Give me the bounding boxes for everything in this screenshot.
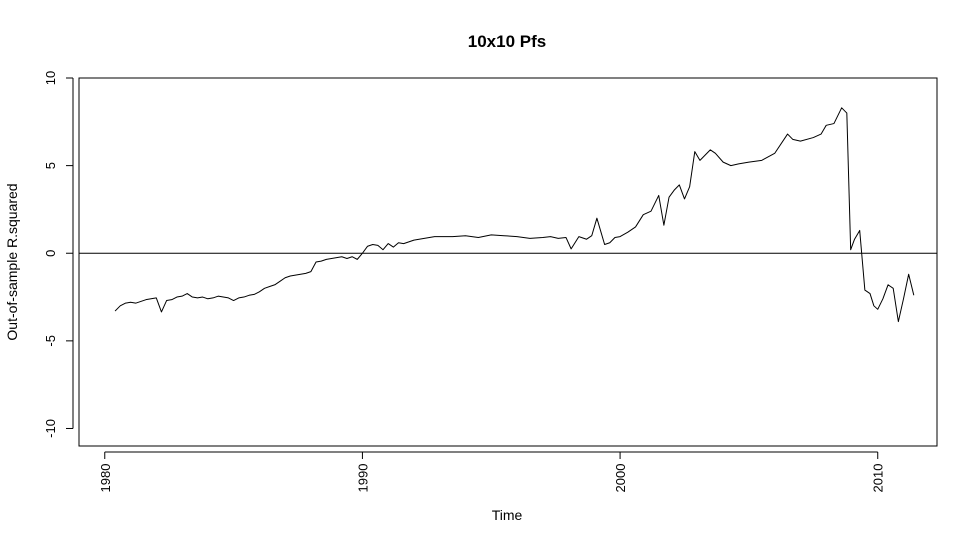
x-tick-label: 2010 [871, 464, 886, 493]
chart-title: 10x10 Pfs [468, 32, 546, 51]
x-axis: 1980 1990 2000 2010 [98, 451, 886, 493]
y-tick-label: -5 [43, 335, 58, 347]
series-line-0 [114, 107, 915, 323]
y-tick-label: 5 [43, 162, 58, 169]
y-axis: -10 -5 0 5 10 [43, 71, 74, 438]
y-tick-label: 10 [43, 71, 58, 85]
x-tick-label: 2000 [613, 464, 628, 493]
y-tick-label: 0 [43, 250, 58, 257]
y-axis-label: Out-of-sample R.squared [4, 183, 20, 340]
x-tick-label: 1990 [355, 464, 370, 493]
x-tick-label: 1980 [98, 464, 113, 493]
plot-frame [78, 77, 938, 447]
x-axis-label: Time [492, 507, 523, 523]
y-tick-label: -10 [43, 419, 58, 438]
series-layer [114, 107, 915, 323]
